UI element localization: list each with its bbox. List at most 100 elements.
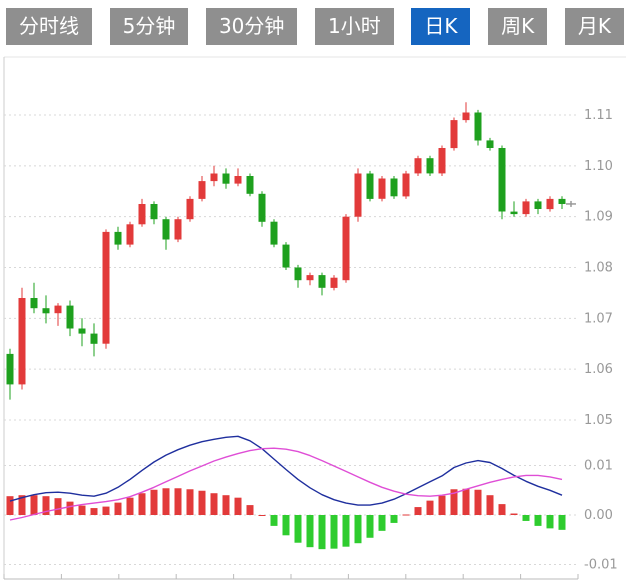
- candle-body: [78, 328, 86, 334]
- candle-body: [114, 231, 122, 245]
- y-axis-label: 1.10: [584, 159, 613, 174]
- macd-histogram-bar: [102, 506, 110, 515]
- candle-body: [462, 112, 470, 121]
- candle-body: [522, 201, 530, 215]
- candle-body: [258, 193, 266, 222]
- candle-body: [282, 244, 290, 268]
- candle-body: [210, 173, 218, 182]
- candle-body: [234, 176, 242, 184]
- macd-histogram-bar: [498, 504, 506, 515]
- candle-body: [162, 219, 170, 240]
- macd-histogram-bar: [402, 514, 410, 516]
- macd-histogram-bar: [90, 508, 98, 515]
- macd-histogram-bar: [66, 501, 74, 515]
- macd-histogram-bar: [126, 497, 134, 515]
- tab-monthly-k[interactable]: 月K: [564, 8, 624, 45]
- macd-histogram-bar: [330, 515, 338, 549]
- y-axis-label: -0.01: [584, 558, 618, 573]
- y-axis-label: 1.06: [584, 362, 613, 377]
- y-axis-label: 1.08: [584, 260, 613, 275]
- candle-body: [270, 221, 278, 245]
- macd-histogram-bar: [6, 496, 14, 515]
- macd-histogram-bar: [390, 515, 398, 523]
- candle-body: [330, 277, 338, 288]
- macd-histogram-bar: [378, 515, 386, 531]
- candle-body: [30, 298, 38, 309]
- y-axis-label: 1.07: [584, 311, 613, 326]
- candle-body: [102, 231, 110, 344]
- candle-body: [498, 148, 506, 212]
- candle-body: [198, 181, 206, 199]
- tab-5min[interactable]: 5分钟: [109, 8, 189, 45]
- macd-histogram-bar: [450, 489, 458, 515]
- candle-body: [6, 353, 14, 385]
- candle-body: [306, 275, 314, 281]
- y-axis-label: 0.01: [584, 459, 613, 474]
- tab-daily-k[interactable]: 日K: [411, 8, 471, 45]
- macd-histogram-bar: [42, 496, 50, 515]
- y-axis-label: 1.09: [584, 210, 613, 225]
- macd-histogram-bar: [282, 515, 290, 536]
- macd-histogram-bar: [114, 502, 122, 515]
- candle-body: [390, 178, 398, 197]
- candle-body: [510, 211, 518, 215]
- macd-histogram-bar: [234, 497, 242, 515]
- candle-body: [42, 308, 50, 314]
- macd-histogram-bar: [186, 489, 194, 515]
- tab-weekly-k[interactable]: 周K: [488, 8, 548, 45]
- macd-histogram-bar: [198, 490, 206, 515]
- candle-body: [414, 158, 422, 174]
- candle-body: [342, 216, 350, 281]
- macd-histogram-bar: [474, 489, 482, 515]
- macd-histogram-bar: [270, 515, 278, 526]
- candle-body: [246, 176, 254, 194]
- candle-body: [186, 198, 194, 220]
- tab-time-line[interactable]: 分时线: [6, 8, 92, 45]
- y-axis-label: 1.11: [584, 108, 613, 123]
- macd-histogram-bar: [462, 488, 470, 515]
- macd-histogram-bar: [546, 515, 554, 529]
- macd-histogram-bar: [366, 515, 374, 538]
- macd-histogram-bar: [306, 515, 314, 548]
- candle-body: [378, 178, 386, 199]
- macd-histogram-bar: [18, 495, 26, 515]
- candle-body: [18, 298, 26, 385]
- tab-1hour[interactable]: 1小时: [315, 8, 394, 45]
- candle-body: [402, 173, 410, 197]
- macd-histogram-bar: [342, 515, 350, 547]
- macd-histogram-bar: [354, 515, 362, 544]
- candle-body: [318, 275, 326, 288]
- macd-histogram-bar: [246, 505, 254, 515]
- candle-body: [438, 148, 446, 174]
- macd-histogram-bar: [294, 515, 302, 543]
- candle-body: [150, 204, 158, 220]
- candle-body: [294, 267, 302, 281]
- timeframe-toolbar: 分时线 5分钟 30分钟 1小时 日K 周K 月K: [6, 8, 624, 45]
- candle-body: [66, 305, 74, 329]
- candle-body: [426, 158, 434, 174]
- candle-body: [366, 173, 374, 199]
- macd-histogram-bar: [210, 493, 218, 515]
- macd-histogram-bar: [222, 495, 230, 515]
- macd-histogram-bar: [534, 515, 542, 526]
- macd-histogram-bar: [486, 495, 494, 515]
- macd-histogram-bar: [318, 515, 326, 550]
- macd-line-dea: [9, 447, 563, 521]
- macd-histogram-bar: [522, 515, 530, 521]
- candle-body: [126, 224, 134, 245]
- macd-histogram-bar: [78, 505, 86, 515]
- y-axis-label: 0.00: [584, 508, 613, 523]
- macd-histogram-bar: [174, 488, 182, 515]
- macd-histogram-bar: [54, 498, 62, 515]
- candle-body: [174, 219, 182, 240]
- y-axis-label: 1.05: [584, 413, 613, 428]
- macd-histogram-bar: [138, 493, 146, 515]
- macd-histogram-bar: [150, 489, 158, 515]
- macd-histogram-bar: [258, 515, 266, 516]
- tab-30min[interactable]: 30分钟: [205, 8, 298, 45]
- candle-body: [450, 120, 458, 149]
- candle-body: [138, 204, 146, 225]
- candle-body: [474, 112, 482, 141]
